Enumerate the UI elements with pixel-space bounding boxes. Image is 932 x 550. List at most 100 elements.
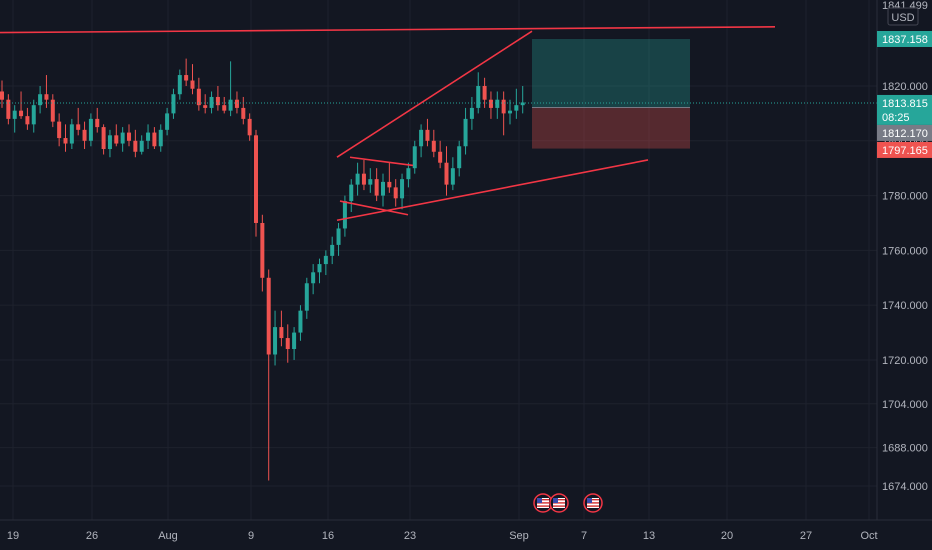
candle-body (146, 132, 151, 141)
candle-body (120, 132, 125, 144)
candle-body (330, 244, 335, 256)
candle-body (520, 102, 525, 106)
candle-body (469, 107, 474, 119)
candle-body (133, 140, 138, 152)
trendlines[interactable] (0, 26, 776, 222)
price-tick-label: 1688.000 (882, 443, 928, 455)
candle-body (57, 121, 62, 139)
candle-body (381, 181, 385, 196)
position-stop-zone[interactable] (532, 107, 690, 149)
price-tag[interactable] (877, 124, 932, 141)
time-tick-label: 23 (404, 530, 416, 542)
candle-body (317, 264, 322, 273)
flag-stripe (537, 505, 549, 507)
candle-body (222, 105, 227, 111)
candle-body (304, 283, 309, 311)
candle-body (171, 94, 176, 114)
price-tick-label: 1674.000 (882, 481, 928, 493)
candle-body (190, 80, 195, 89)
candle-body (69, 124, 74, 144)
flag-stripe (553, 505, 565, 507)
time-axis[interactable]: 19 26 Aug 9 16 23 Sep 7 13 20 27 Oct (7, 530, 878, 542)
candle-body (463, 118, 468, 147)
position-zones[interactable] (532, 38, 690, 149)
time-tick-label: 13 (643, 530, 655, 542)
price-axis[interactable]: 1820.0001800.0001780.0001760.0001740.000… (877, 0, 932, 493)
price-tag[interactable] (877, 94, 932, 125)
candles (0, 58, 877, 481)
candle-body (387, 181, 392, 188)
candle-body (361, 173, 366, 185)
candle-body (152, 132, 157, 147)
candle-body (349, 184, 354, 202)
candle-body (196, 88, 201, 106)
flag-stripe (587, 499, 599, 501)
us-flag-icon[interactable] (533, 493, 553, 513)
candle-body (127, 132, 131, 141)
candle-body (203, 105, 208, 108)
resistance-trendline[interactable] (0, 26, 776, 34)
time-tick-label: Aug (158, 530, 178, 542)
flag-stripe (587, 505, 599, 507)
candle-body (12, 110, 17, 119)
us-flag-icon[interactable] (583, 493, 603, 513)
wedge-upper-trendline[interactable] (336, 30, 533, 158)
candle-body (38, 94, 43, 106)
candle-body (311, 272, 316, 284)
flag-canton (537, 498, 542, 503)
position-target-zone[interactable] (532, 38, 690, 108)
price-tag[interactable] (877, 30, 932, 47)
candle-body (241, 107, 246, 119)
candle-body (514, 105, 519, 111)
candle-body (336, 228, 341, 245)
candle-body (82, 129, 87, 141)
candle-body (165, 113, 170, 130)
candle-body (450, 168, 455, 185)
time-tick-label: 27 (800, 530, 812, 542)
economic-events[interactable] (533, 493, 603, 513)
candle-body (285, 338, 290, 350)
price-tag-label: 1812.170 (882, 128, 928, 140)
pennant-top-trendline[interactable] (349, 156, 414, 167)
candle-body (95, 118, 100, 128)
candle-body (6, 99, 11, 119)
candle-body (457, 146, 462, 169)
pennant-bottom-trendline[interactable] (339, 200, 409, 216)
time-tick-label: 26 (86, 530, 98, 542)
countdown-label: 08:25 (882, 112, 910, 124)
candle-body (247, 118, 252, 136)
flag-canton (587, 498, 592, 503)
candle-body (228, 99, 233, 111)
candle-body (431, 140, 436, 152)
price-tick-label: 1760.000 (882, 245, 928, 257)
candle-body (508, 110, 512, 114)
flag-stripe (553, 499, 565, 501)
candle-body (374, 179, 379, 196)
price-tag[interactable] (877, 141, 932, 158)
candle-body (393, 187, 398, 199)
candle-body (184, 75, 189, 81)
candle-body (438, 151, 443, 163)
flag-stripe (537, 502, 549, 504)
candle-body (476, 86, 481, 108)
price-tick-label: 1820.000 (882, 81, 928, 93)
candle-body (292, 332, 297, 350)
time-tick-label: 20 (721, 530, 733, 542)
candle-body (63, 138, 68, 144)
candle-body (260, 222, 265, 278)
candle-body (215, 96, 220, 106)
us-flag-icon[interactable] (549, 493, 569, 513)
candle-body (44, 94, 49, 100)
candle-body (31, 105, 36, 125)
candle-body (177, 75, 182, 95)
price-tick-label: 1704.000 (882, 399, 928, 411)
time-tick-label: 7 (581, 530, 587, 542)
price-tag-label: 1813.815 (882, 98, 928, 110)
currency-badge[interactable] (887, 7, 919, 26)
currency-label: USD (891, 12, 914, 24)
candle-body (323, 255, 328, 265)
price-tag-label: 1797.165 (882, 145, 928, 157)
candle-body (107, 135, 112, 150)
